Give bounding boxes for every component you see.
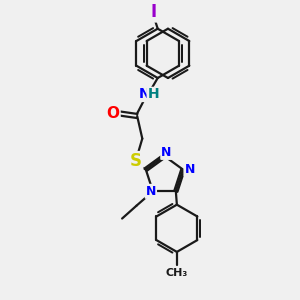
Text: N: N: [161, 146, 172, 159]
Text: H: H: [147, 87, 159, 101]
Text: O: O: [106, 106, 119, 121]
Text: N: N: [139, 87, 150, 101]
Text: S: S: [130, 152, 142, 170]
Text: N: N: [146, 185, 156, 198]
Text: CH₃: CH₃: [166, 268, 188, 278]
Text: I: I: [151, 3, 157, 21]
Text: N: N: [184, 163, 195, 176]
